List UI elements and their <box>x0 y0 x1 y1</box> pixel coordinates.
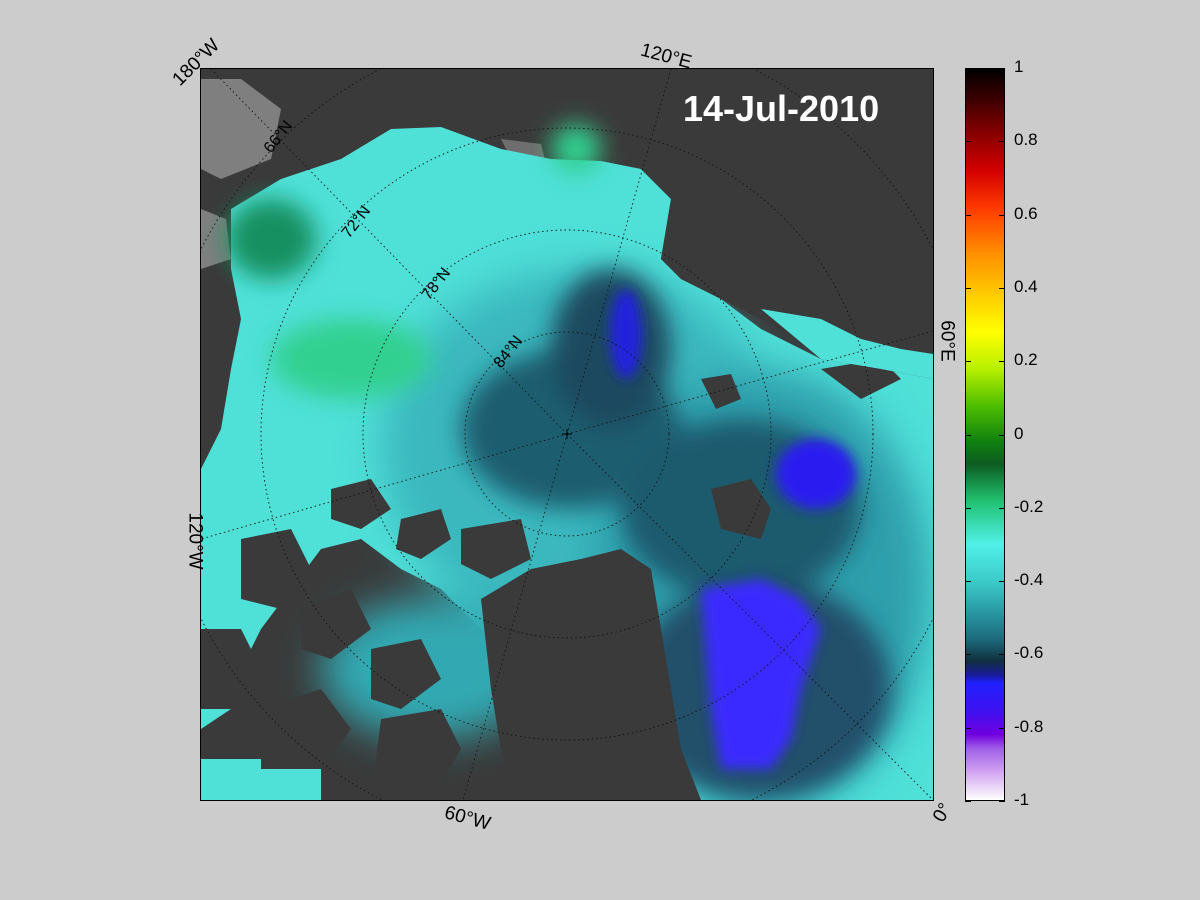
colorbar-tick-label: 0.6 <box>1014 203 1038 223</box>
colorbar-tick-label: -0.8 <box>1014 716 1044 736</box>
edge-label-60w: 60°W <box>442 802 493 835</box>
colorbar-tick-mark <box>999 727 1005 729</box>
colorbar-tick-label: -1 <box>1014 790 1030 809</box>
edge-label-120w: 120°W <box>184 512 206 570</box>
green-anomaly <box>226 124 601 399</box>
colorbar-tick-mark <box>999 434 1005 436</box>
map-panel: 66°N 72°N 78°N 84°N <box>200 68 934 801</box>
colorbar-tick-label: 0.8 <box>1014 130 1038 150</box>
colorbar-tick-mark <box>999 654 1005 656</box>
colorbar-tick-label: 0 <box>1014 423 1024 443</box>
colorbar-tick-mark <box>965 287 971 289</box>
colorbar-tick-label: 1 <box>1014 57 1024 76</box>
colorbar-tick-mark <box>999 68 1005 69</box>
colorbar-tick-mark <box>999 141 1005 143</box>
colorbar-tick-mark <box>999 801 1005 802</box>
colorbar-tick-mark <box>965 214 971 216</box>
colorbar-tick-mark <box>965 727 971 729</box>
colorbar-tick-mark <box>965 801 971 802</box>
greenland <box>481 549 701 800</box>
colorbar-tick-mark <box>999 287 1005 289</box>
colorbar-tick-label: -0.4 <box>1014 570 1044 590</box>
date-label: 14-Jul-2010 <box>683 88 880 129</box>
colorbar-tick-mark <box>965 361 971 363</box>
colorbar <box>965 68 1005 801</box>
colorbar-tick-mark <box>965 654 971 656</box>
colorbar-tick-mark <box>965 581 971 583</box>
colorbar-tick-mark <box>965 434 971 436</box>
pole-marker <box>562 429 572 439</box>
siberia <box>621 69 933 369</box>
colorbar-tick-mark <box>965 68 971 69</box>
colorbar-tick-mark <box>965 141 971 143</box>
colorbar-tick-label: -0.6 <box>1014 643 1044 663</box>
negative-anomaly <box>610 289 856 769</box>
canadian-archipelago <box>201 479 531 800</box>
edge-label-0: 0° <box>929 799 957 826</box>
colorbar-tick-label: 0.4 <box>1014 276 1038 296</box>
colorbar-tick-mark <box>999 361 1005 363</box>
colorbar-tick-label: -0.2 <box>1014 496 1044 516</box>
colorbar-tick-mark <box>999 214 1005 216</box>
colorbar-tick-mark <box>999 581 1005 583</box>
colorbar-tick-mark <box>999 507 1005 509</box>
colorbar-tick-label: 0.2 <box>1014 350 1038 370</box>
polar-map: 66°N 72°N 78°N 84°N <box>201 69 933 800</box>
graticule <box>201 69 933 800</box>
colorbar-tick-mark <box>965 507 971 509</box>
edge-label-60e: 60°E <box>936 320 958 362</box>
